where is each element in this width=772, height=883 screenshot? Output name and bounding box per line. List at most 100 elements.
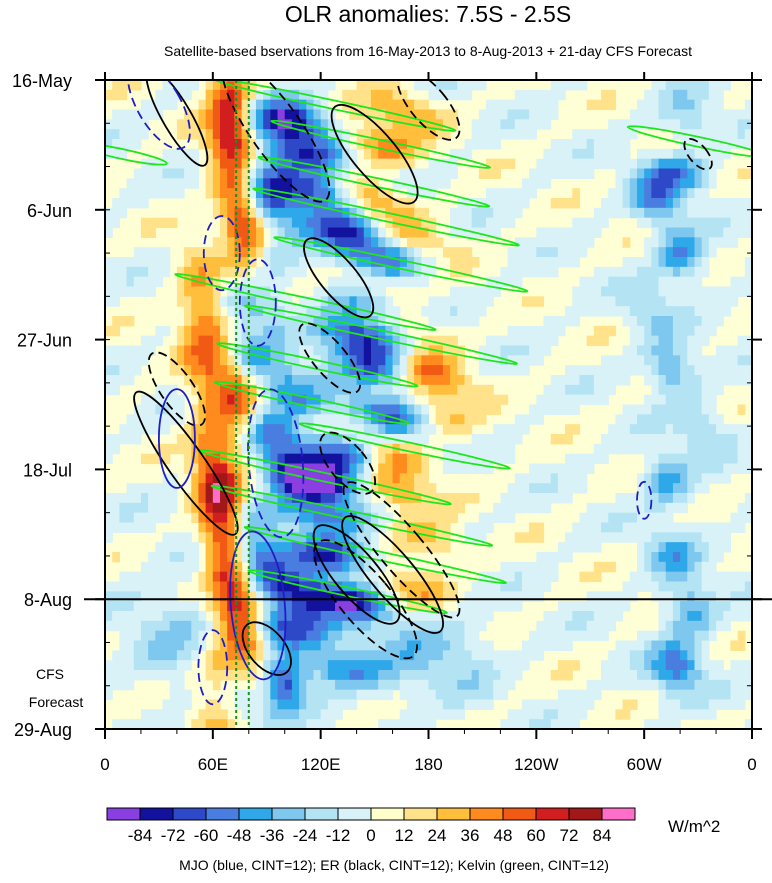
- field-cell: [198, 571, 207, 583]
- field-cell: [155, 552, 164, 563]
- field-cell: [291, 463, 300, 474]
- field-cell: [579, 247, 588, 258]
- field-cell: [414, 99, 422, 111]
- field-cell: [327, 217, 336, 229]
- field-cell: [579, 542, 588, 553]
- field-cell: [241, 257, 250, 268]
- field-cell: [435, 316, 444, 327]
- field-cell: [478, 365, 487, 376]
- field-cell: [680, 355, 688, 366]
- field-cell: [335, 670, 343, 681]
- field-cell: [105, 148, 113, 160]
- field-cell: [234, 463, 243, 474]
- field-cell: [363, 335, 372, 347]
- field-cell: [284, 148, 293, 160]
- field-cell: [241, 414, 250, 425]
- field-cell: [133, 620, 142, 632]
- field-cell: [629, 325, 638, 337]
- field-cell: [478, 670, 487, 681]
- field-cell: [148, 335, 156, 347]
- field-cell: [615, 640, 624, 651]
- field-cell: [399, 424, 408, 435]
- field-cell: [687, 581, 696, 592]
- field-cell: [198, 443, 207, 455]
- field-cell: [378, 404, 386, 415]
- field-cell: [500, 591, 509, 602]
- field-cell: [644, 237, 652, 248]
- field-cell: [593, 620, 602, 632]
- field-cell: [356, 453, 365, 465]
- field-cell: [665, 355, 674, 366]
- field-cell: [586, 168, 595, 179]
- field-cell: [220, 493, 228, 504]
- field-cell: [370, 188, 379, 199]
- field-cell: [198, 581, 207, 592]
- field-cell: [263, 542, 271, 553]
- field-cell: [644, 640, 652, 651]
- field-cell: [457, 650, 466, 661]
- colorbar-swatch: [469, 807, 504, 821]
- field-cell: [694, 365, 703, 376]
- field-cell: [356, 571, 365, 583]
- field-cell: [112, 512, 120, 524]
- field-cell: [320, 168, 329, 179]
- field-cell: [148, 345, 156, 356]
- colorbar-swatch: [502, 807, 537, 821]
- field-cell: [212, 375, 221, 386]
- field-cell: [701, 630, 710, 642]
- field-cell: [363, 689, 372, 701]
- field-cell: [363, 493, 372, 504]
- field-cell: [234, 473, 243, 484]
- field-cell: [234, 335, 243, 347]
- field-cell: [385, 601, 394, 612]
- field-cell: [119, 591, 128, 602]
- field-cell: [701, 532, 710, 543]
- field-cell: [572, 542, 581, 553]
- y-tick-label: 29-Aug: [14, 720, 72, 740]
- field-cell: [529, 345, 537, 356]
- field-cell: [277, 611, 286, 622]
- field-cell: [744, 453, 752, 465]
- field-cell: [263, 424, 271, 435]
- field-cell: [536, 522, 545, 533]
- field-cell: [277, 266, 286, 278]
- field-cell: [140, 286, 149, 297]
- field-cell: [644, 434, 652, 445]
- field-cell: [601, 99, 609, 111]
- field-cell: [622, 345, 631, 356]
- field-cell: [550, 434, 559, 445]
- field-cell: [299, 129, 307, 140]
- field-cell: [414, 630, 422, 642]
- field-cell: [500, 345, 509, 356]
- field-cell: [579, 571, 588, 583]
- field-cell: [327, 453, 336, 465]
- field-cell: [608, 561, 617, 573]
- field-cell: [284, 129, 293, 140]
- field-cell: [241, 198, 250, 209]
- field-cell: [220, 266, 228, 278]
- field-cell: [730, 375, 739, 386]
- field-cell: [457, 670, 466, 681]
- field-cell: [514, 424, 523, 435]
- field-cell: [414, 129, 422, 140]
- field-cell: [428, 611, 437, 622]
- field-cell: [119, 286, 128, 297]
- field-cell: [241, 404, 250, 415]
- field-cell: [126, 257, 135, 268]
- field-cell: [723, 581, 732, 592]
- field-cell: [370, 148, 379, 160]
- field-cell: [615, 493, 624, 504]
- field-cell: [622, 699, 631, 710]
- field-cell: [694, 207, 703, 219]
- field-cell: [493, 188, 501, 199]
- field-cell: [428, 640, 437, 651]
- field-cell: [536, 109, 545, 120]
- field-cell: [730, 571, 739, 583]
- field-cell: [644, 345, 652, 356]
- field-cell: [148, 276, 156, 288]
- field-cell: [277, 345, 286, 356]
- field-cell: [658, 99, 667, 111]
- field-cell: [406, 512, 415, 524]
- field-cell: [672, 473, 681, 484]
- field-cell: [536, 699, 545, 710]
